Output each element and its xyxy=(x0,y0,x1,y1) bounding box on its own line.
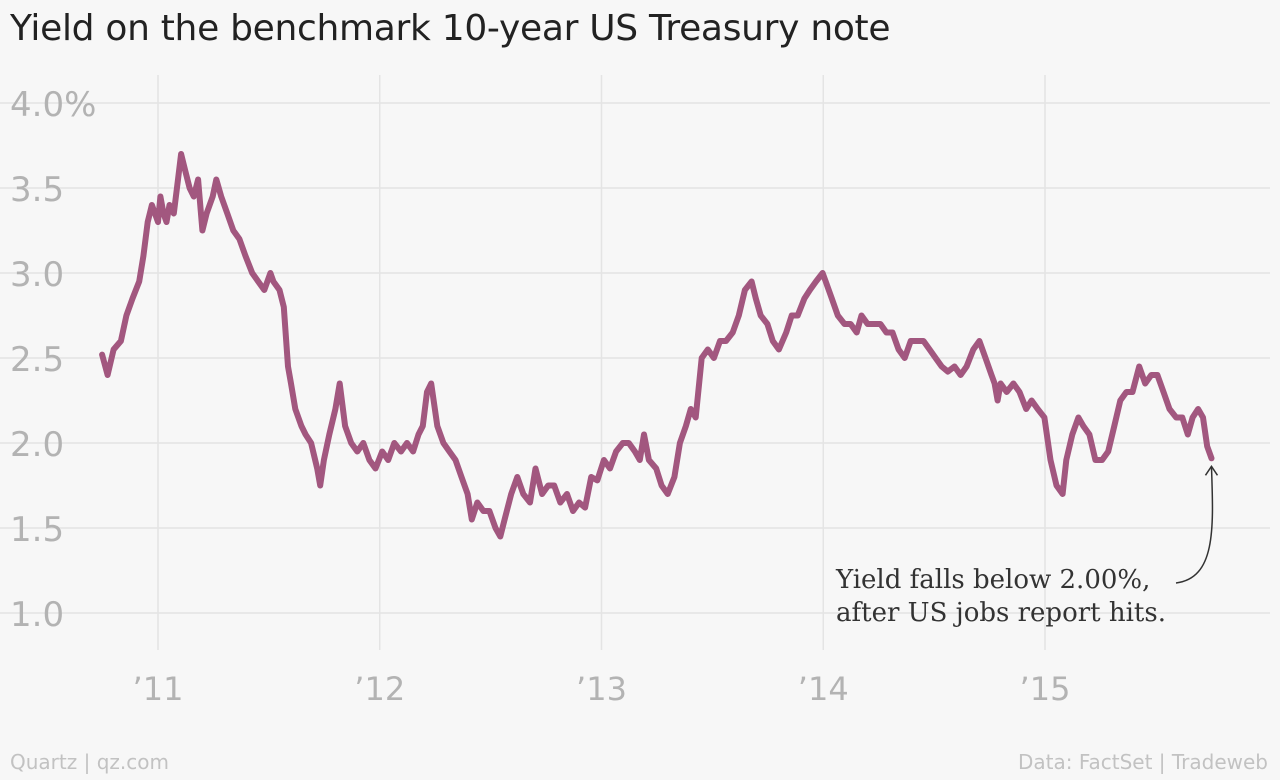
y-tick-label: 1.0 xyxy=(10,595,64,635)
x-tick-label: ’15 xyxy=(1020,670,1071,708)
annotation-arrow xyxy=(1175,466,1214,584)
annotation-layer: Yield falls below 2.00%, after US jobs re… xyxy=(835,464,1219,628)
chart-title: Yield on the benchmark 10-year US Treasu… xyxy=(10,8,891,49)
y-tick-label: 2.0 xyxy=(10,425,64,465)
x-tick-label: ’11 xyxy=(133,670,184,708)
y-tick-label: 3.0 xyxy=(10,255,64,295)
x-tick-label: ’12 xyxy=(354,670,405,708)
annotation-line: Yield falls below 2.00%, xyxy=(835,565,1150,595)
y-axis-tick-labels: 4.0% 3.5 3.0 2.5 2.0 1.5 1.0 xyxy=(10,85,96,635)
annotation-arrowhead xyxy=(1204,464,1219,476)
annotation-text: Yield falls below 2.00%, after US jobs re… xyxy=(835,565,1166,628)
series-layer xyxy=(99,151,1215,540)
footer-source-right: Data: FactSet | Tradeweb xyxy=(1017,750,1268,774)
x-tick-label: ’14 xyxy=(798,670,849,708)
x-tick-label: ’13 xyxy=(576,670,627,708)
x-axis-tick-labels: ’11 ’12 ’13 ’14 ’15 xyxy=(133,670,1071,708)
annotation-line: after US jobs report hits. xyxy=(836,598,1166,628)
footer-source-left: Quartz | qz.com xyxy=(10,750,169,774)
series-line xyxy=(99,151,1215,540)
y-tick-label: 4.0% xyxy=(10,85,96,125)
x-gridlines xyxy=(157,75,1046,650)
y-tick-label: 2.5 xyxy=(10,340,64,380)
y-tick-label: 1.5 xyxy=(10,510,64,550)
y-tick-label: 3.5 xyxy=(10,170,64,210)
